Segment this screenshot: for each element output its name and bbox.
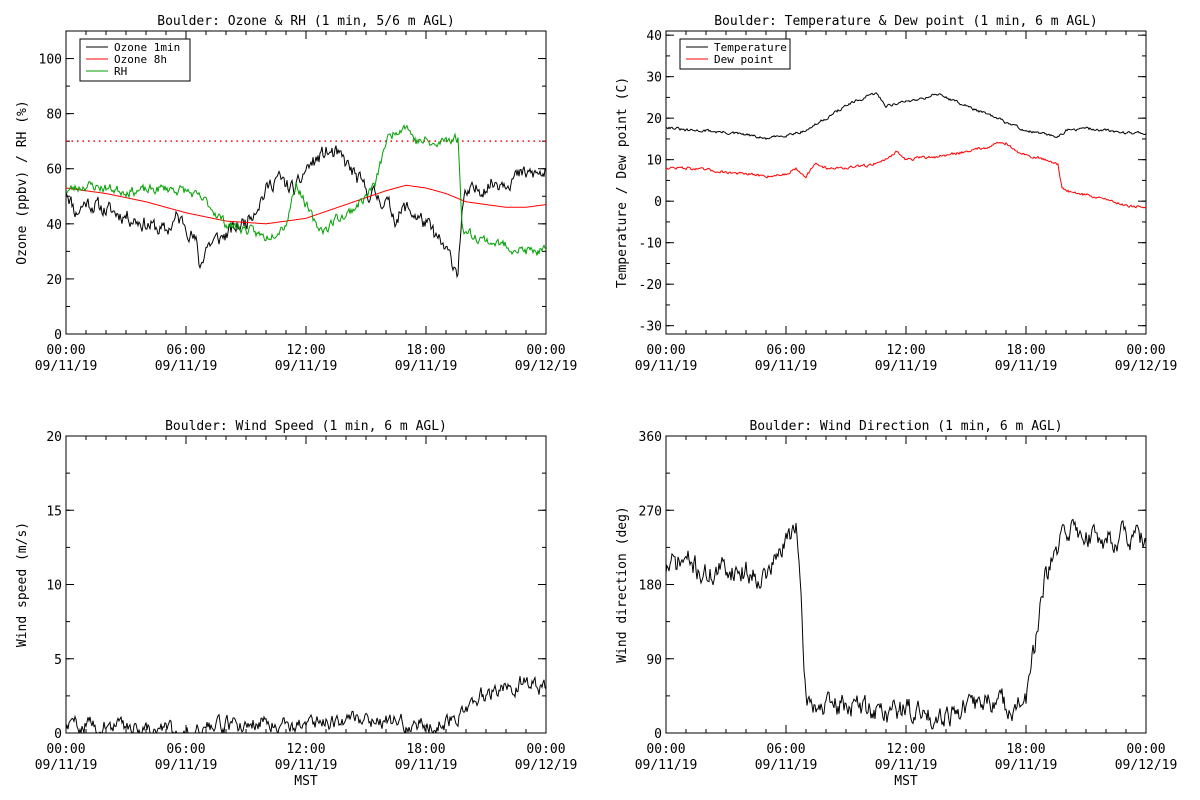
chart-title: Boulder: Wind Direction (1 min, 6 m AGL) (749, 419, 1062, 434)
y-tick-label: -10 (639, 237, 662, 252)
legend-box (79, 38, 191, 82)
x-tick-label-time: 00:00 (46, 742, 85, 757)
x-tick-label-date: 09/11/19 (635, 359, 698, 374)
ozone_rh-chart: Boulder: Ozone & RH (1 min, 5/6 m AGL) 0 2… (15, 14, 577, 374)
y-tick-label: 0 (54, 328, 62, 343)
x-tick-label-date: 09/11/19 (395, 758, 458, 773)
x-tick-label-date: 09/11/19 (155, 758, 218, 773)
series-line-main (666, 518, 1146, 730)
x-tick-label-date: 09/11/19 (35, 758, 98, 773)
y-tick-label: 30 (646, 71, 662, 86)
plot-frame (665, 435, 1147, 734)
x-tick-label-date: 09/12/19 (515, 359, 578, 374)
wind_dir-chart: Boulder: Wind Direction (1 min, 6 m AGL)… (615, 419, 1177, 789)
y-tick-label: 270 (639, 504, 662, 519)
x-tick-label-date: 09/11/19 (395, 359, 458, 374)
x-tick-label-date: 09/11/19 (35, 359, 98, 374)
x-tick-label-date: 09/11/19 (155, 359, 218, 374)
y-tick-label: 15 (46, 504, 62, 519)
legend-box (679, 38, 791, 70)
x-tick-label-time: 18:00 (1006, 742, 1045, 757)
x-tick-label-date: 09/11/19 (875, 359, 938, 374)
x-tick-label-time: 06:00 (166, 343, 205, 358)
legend-label: Ozone 8h (114, 53, 167, 66)
y-tick-label: 90 (646, 653, 662, 668)
legend-label: Temperature (714, 41, 787, 54)
y-tick-label: 60 (46, 163, 62, 178)
series-line-temperature (666, 92, 1146, 141)
x-tick-label-date: 09/11/19 (995, 359, 1058, 374)
x-tick-label-time: 00:00 (526, 742, 565, 757)
x-tick-label-date: 09/11/19 (635, 758, 698, 773)
chart-title: Boulder: Ozone & RH (1 min, 5/6 m AGL) (157, 14, 454, 29)
x-tick-label-date: 09/12/19 (515, 758, 578, 773)
y-axis-label: Ozone (ppbv) / RH (%) (15, 100, 30, 264)
y-tick-label: 80 (46, 108, 62, 123)
x-tick-label-time: 06:00 (166, 742, 205, 757)
series-line-rh (66, 124, 546, 256)
y-tick-label: 20 (646, 112, 662, 127)
plot-frame (665, 30, 1147, 335)
y-axis-label: Wind speed (m/s) (15, 522, 30, 647)
x-tick-label-date: 09/11/19 (755, 359, 818, 374)
y-tick-label: 180 (639, 579, 662, 594)
x-tick-label-date: 09/11/19 (275, 359, 338, 374)
x-tick-label-time: 12:00 (886, 343, 925, 358)
x-axis-label: MST (894, 774, 918, 789)
y-tick-label: 20 (46, 430, 62, 445)
x-tick-label-time: 18:00 (1006, 343, 1045, 358)
legend-label: Ozone 1min (114, 41, 180, 54)
x-tick-label-time: 00:00 (646, 343, 685, 358)
y-axis-label: Temperature / Dew point (C) (615, 77, 630, 288)
series-line-ozone-8h (66, 184, 546, 225)
y-tick-label: 40 (646, 29, 662, 44)
x-tick-label-time: 12:00 (886, 742, 925, 757)
temp_dew-chart: Boulder: Temperature & Dew point (1 min,… (615, 14, 1177, 374)
legend-label: RH (114, 65, 127, 78)
x-tick-label-time: 00:00 (1126, 742, 1165, 757)
y-tick-label: 100 (39, 53, 62, 68)
chart-title: Boulder: Temperature & Dew point (1 min,… (714, 14, 1098, 29)
x-tick-label-time: 06:00 (766, 343, 805, 358)
x-tick-label-time: 00:00 (46, 343, 85, 358)
x-tick-label-date: 09/11/19 (275, 758, 338, 773)
y-tick-label: 40 (46, 218, 62, 233)
y-tick-label: 0 (654, 195, 662, 210)
y-axis-label: Wind direction (deg) (615, 506, 630, 663)
x-tick-label-date: 09/11/19 (875, 758, 938, 773)
plot-frame (65, 435, 547, 734)
x-tick-label-time: 18:00 (406, 742, 445, 757)
y-tick-label: -30 (639, 320, 662, 335)
x-tick-label-time: 12:00 (286, 742, 325, 757)
y-tick-label: 10 (646, 154, 662, 169)
legend-label: Dew point (714, 53, 774, 66)
y-tick-label: 0 (54, 727, 62, 742)
x-tick-label-time: 18:00 (406, 343, 445, 358)
x-tick-label-time: 06:00 (766, 742, 805, 757)
x-tick-label-date: 09/11/19 (755, 758, 818, 773)
y-tick-label: -20 (639, 278, 662, 293)
y-tick-label: 5 (54, 653, 62, 668)
y-tick-label: 10 (46, 579, 62, 594)
wind_speed-chart: Boulder: Wind Speed (1 min, 6 m AGL) 0 5 10… (15, 419, 577, 789)
x-axis-label: MST (294, 774, 318, 789)
x-tick-label-time: 00:00 (526, 343, 565, 358)
series-line-ozone-1min (66, 145, 546, 279)
series-line-dew-point (666, 141, 1146, 209)
x-tick-label-time: 00:00 (646, 742, 685, 757)
x-tick-label-date: 09/12/19 (1115, 758, 1178, 773)
chart-title: Boulder: Wind Speed (1 min, 6 m AGL) (165, 419, 447, 434)
x-tick-label-date: 09/11/19 (995, 758, 1058, 773)
y-tick-label: 0 (654, 727, 662, 742)
x-tick-label-date: 09/12/19 (1115, 359, 1178, 374)
x-tick-label-time: 12:00 (286, 343, 325, 358)
x-tick-label-time: 00:00 (1126, 343, 1165, 358)
y-tick-label: 360 (639, 430, 662, 445)
series-line-main (66, 675, 546, 733)
y-tick-label: 20 (46, 273, 62, 288)
